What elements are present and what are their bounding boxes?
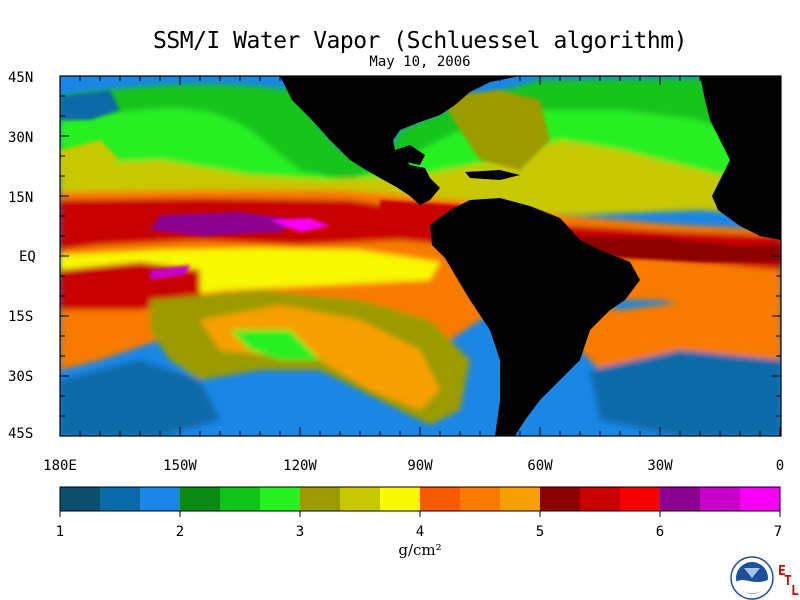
lon-label-90w: 90W xyxy=(407,458,433,474)
lon-label-180e: 180E xyxy=(43,458,77,474)
colorbar-swatch xyxy=(380,487,421,511)
colorbar-swatch xyxy=(220,487,261,511)
colorbar-swatch xyxy=(700,487,741,511)
lat-label-30n: 30N xyxy=(8,130,34,146)
etl-letter-t: T xyxy=(784,574,792,589)
etl-letter-l: L xyxy=(791,584,799,599)
lat-label-15n: 15N xyxy=(8,190,34,206)
lat-label-eq: EQ xyxy=(19,249,36,265)
colorbar-swatch xyxy=(340,487,381,511)
vapor-field xyxy=(60,76,781,436)
colorbar-tick-2: 2 xyxy=(175,524,185,540)
colorbar-swatch xyxy=(260,487,301,511)
south-america-land xyxy=(430,198,640,436)
north-america-east xyxy=(395,145,425,165)
caribbean-islands xyxy=(465,170,520,180)
etl-letter-e: E xyxy=(778,564,786,579)
colorbar-tick-5: 5 xyxy=(535,524,545,540)
colorbar-swatch xyxy=(500,487,541,511)
north-america-land xyxy=(280,76,520,205)
colorbar-swatch xyxy=(140,487,181,511)
colorbar xyxy=(60,487,781,511)
lat-label-45n: 45N xyxy=(8,70,34,86)
colorbar-swatch xyxy=(100,487,141,511)
lat-label-15s: 15S xyxy=(8,309,34,325)
colorbar-swatch xyxy=(740,487,781,511)
colorbar-swatch xyxy=(620,487,661,511)
africa-land xyxy=(700,76,781,240)
lon-label-60w: 60W xyxy=(527,458,553,474)
colorbar-swatch xyxy=(420,487,461,511)
noaa-logo xyxy=(730,556,774,600)
colorbar-tick-6: 6 xyxy=(655,524,665,540)
colorbar-tick-7: 7 xyxy=(773,524,783,540)
colorbar-swatch xyxy=(580,487,621,511)
colorbar-swatch xyxy=(660,487,701,511)
lat-label-30s: 30S xyxy=(8,369,34,385)
lon-label-30w: 30W xyxy=(647,458,673,474)
colorbar-swatch xyxy=(460,487,501,511)
colorbar-tick-1: 1 xyxy=(55,524,65,540)
lon-label-150w: 150W xyxy=(163,458,197,474)
lon-label-120w: 120W xyxy=(283,458,317,474)
lon-label-0: 0 xyxy=(775,458,785,474)
map-date: May 10, 2006 xyxy=(369,54,471,70)
colorbar-swatch xyxy=(180,487,221,511)
colorbar-swatch xyxy=(300,487,341,511)
colorbar-tick-4: 4 xyxy=(415,524,425,540)
colorbar-swatch xyxy=(60,487,101,511)
colorbar-swatch xyxy=(540,487,581,511)
map-title: SSM/I Water Vapor (Schluessel algorithm) xyxy=(153,28,687,54)
axis-ticks xyxy=(59,75,781,437)
lat-label-45s: 45S xyxy=(8,426,34,442)
colorbar-units: g/cm² xyxy=(398,541,442,559)
colorbar-tick-3: 3 xyxy=(295,524,305,540)
